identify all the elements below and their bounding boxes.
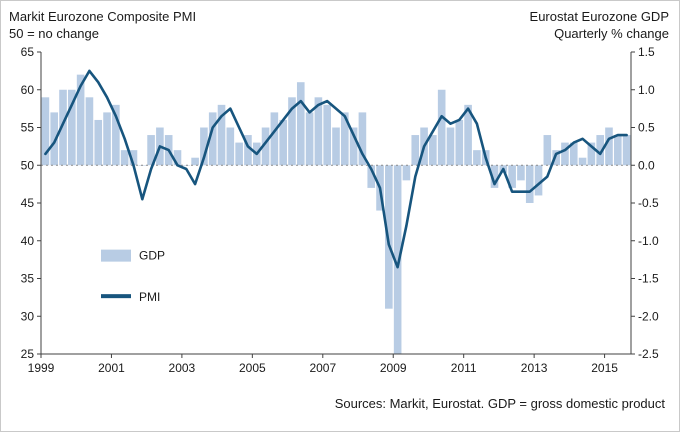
right-axis-tick-label: -2.0	[638, 309, 659, 323]
right-axis-tick-label: 0.5	[638, 121, 655, 135]
right-axis-tick-label: 1.5	[638, 45, 655, 59]
gdp-bar	[68, 89, 76, 166]
gdp-bar	[288, 97, 296, 166]
gdp-bar	[569, 142, 578, 166]
gdp-bar	[437, 89, 446, 166]
chart-header: Markit Eurozone Composite PMI 50 = no ch…	[1, 1, 679, 42]
gdp-bar	[455, 119, 464, 166]
gdp-bar	[411, 135, 420, 166]
gdp-bar	[605, 127, 613, 166]
right-axis-tick-label: -1.0	[638, 234, 659, 248]
gdp-bar	[446, 127, 455, 166]
gdp-bar	[323, 104, 331, 166]
left-axis-title: Markit Eurozone Composite PMI	[9, 9, 197, 24]
gdp-bar	[76, 74, 85, 166]
gdp-bar	[402, 165, 411, 181]
gdp-bar	[534, 165, 543, 196]
x-axis-tick-label: 2011	[451, 361, 477, 375]
legend-gdp-label: GDP	[139, 249, 165, 263]
gdp-bar	[261, 127, 270, 166]
right-axis-tick-label: 1.0	[638, 83, 655, 97]
gdp-bar	[173, 150, 182, 166]
x-axis-tick-label: 1999	[28, 361, 55, 375]
gdp-bar	[341, 112, 349, 166]
source-note: Sources: Markit, Eurostat. GDP = gross d…	[334, 396, 665, 411]
gdp-bar	[596, 135, 604, 166]
gdp-bar	[50, 112, 59, 166]
right-axis-tick-label: -0.5	[638, 196, 659, 210]
left-axis-tick-label: 25	[21, 347, 35, 361]
gdp-bar	[517, 165, 525, 181]
right-axis-subtitle: Quarterly % change	[554, 26, 669, 41]
gdp-bar	[543, 135, 552, 166]
gdp-bar	[508, 165, 516, 188]
left-axis-subtitle: 50 = no change	[9, 26, 99, 41]
gdp-bar	[200, 127, 208, 166]
gdp-bar	[85, 97, 94, 166]
legend-pmi-swatch	[101, 294, 131, 299]
gdp-bar	[112, 104, 120, 166]
gdp-bar	[367, 165, 376, 188]
right-axis-tick-label: -1.5	[638, 272, 659, 286]
gdp-bar	[244, 135, 252, 166]
left-axis-tick-label: 40	[21, 234, 35, 248]
gdp-bar	[129, 150, 138, 166]
gdp-bar	[41, 97, 50, 166]
left-axis-title-block: Markit Eurozone Composite PMI 50 = no ch…	[9, 8, 196, 42]
gdp-bar	[587, 142, 596, 166]
x-axis-tick-label: 2009	[380, 361, 407, 375]
gdp-bar	[103, 112, 111, 166]
left-axis-tick-label: 50	[21, 158, 35, 172]
gdp-bar	[59, 89, 67, 166]
gdp-bar	[561, 142, 569, 166]
gdp-bar	[332, 127, 340, 166]
legend-gdp-swatch	[101, 249, 131, 262]
gdp-bar	[314, 97, 323, 166]
gdp-bar	[305, 112, 314, 166]
gdp-bar	[358, 112, 367, 166]
left-axis-tick-label: 35	[21, 272, 35, 286]
legend-pmi-label: PMI	[139, 290, 160, 304]
gdp-bar	[613, 135, 622, 166]
gdp-bar	[296, 82, 305, 166]
chart-canvas: 65 60 55 50 45 40 35 30 25 1.5 1.0 0.5 0.0 -0.5 -1.0 -1…	[21, 45, 659, 375]
gdp-bar	[94, 119, 103, 166]
gdp-bar	[622, 135, 631, 166]
gdp-bar	[235, 142, 243, 166]
gdp-bar	[120, 150, 129, 166]
right-axis-tick-label: -2.5	[638, 347, 659, 361]
right-axis-tick-label: 0.0	[638, 158, 655, 172]
gdp-bar	[393, 165, 402, 354]
gdp-bar	[578, 157, 587, 166]
left-axis-tick-label: 55	[21, 121, 35, 135]
gdp-bar	[270, 112, 279, 166]
gdp-bar	[147, 135, 155, 166]
gdp-bar	[429, 135, 437, 166]
left-axis-tick-label: 65	[21, 45, 35, 59]
right-axis-title-block: Eurostat Eurozone GDP Quarterly % change	[530, 8, 669, 42]
x-axis-tick-label: 2007	[309, 361, 336, 375]
gdp-bar	[217, 104, 226, 166]
gdp-bar	[279, 119, 287, 166]
gdp-bar	[226, 127, 235, 166]
gdp-bar	[473, 150, 481, 166]
gdp-bar	[464, 104, 472, 166]
x-axis-tick-label: 2003	[169, 361, 196, 375]
gdp-bar	[552, 150, 560, 166]
gdp-bar	[490, 165, 499, 188]
pmi-line	[44, 69, 628, 269]
gdp-bar	[349, 127, 358, 166]
left-axis-tick-label: 30	[21, 309, 35, 323]
gdp-bar	[208, 112, 217, 166]
x-axis-tick-label: 2001	[98, 361, 125, 375]
gdp-bar	[191, 157, 199, 166]
right-axis-title: Eurostat Eurozone GDP	[529, 9, 669, 24]
gdp-bar	[525, 165, 534, 203]
left-axis-tick-label: 45	[21, 196, 35, 210]
x-axis-tick-label: 2015	[591, 361, 618, 375]
x-axis-tick-label: 2013	[521, 361, 548, 375]
x-axis-tick-label: 2005	[239, 361, 266, 375]
left-axis-tick-label: 60	[21, 83, 35, 97]
